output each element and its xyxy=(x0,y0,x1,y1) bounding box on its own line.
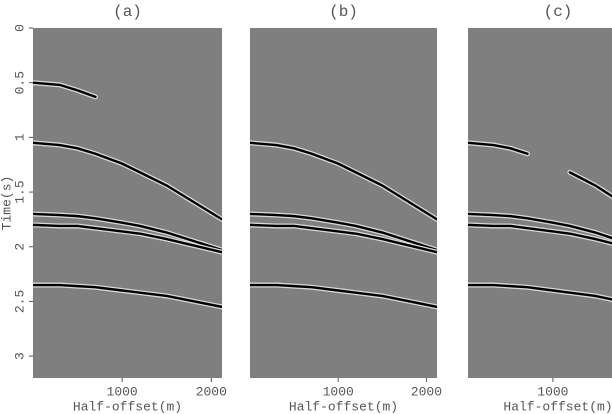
seismic-event xyxy=(468,212,612,240)
seismic-event xyxy=(250,223,437,254)
x-tick-label: 1000 xyxy=(537,384,568,399)
y-tick-label: 1 xyxy=(12,133,27,141)
x-axis-label: Half-offset(m) xyxy=(503,399,612,414)
y-tick-label: 2.5 xyxy=(12,290,27,313)
events xyxy=(33,80,222,310)
y-tick-label: 3 xyxy=(12,352,27,360)
seismic-event xyxy=(33,212,222,252)
seismic-event xyxy=(33,81,97,99)
x-tick-label: 2000 xyxy=(411,384,442,399)
seismic-event xyxy=(468,283,612,301)
y-tick-label: 0 xyxy=(12,24,27,32)
x-tick-label: 2000 xyxy=(196,384,227,399)
y-tick-label: 1.5 xyxy=(12,180,27,203)
seismic-event xyxy=(468,141,612,198)
seismic-event xyxy=(468,223,612,245)
panel-title: (a) xyxy=(113,3,142,21)
y-axis-label: Time(s) xyxy=(0,176,14,231)
seismic-event xyxy=(250,283,437,309)
panel-background xyxy=(468,28,612,378)
panel-title: (c) xyxy=(544,3,573,21)
y-tick-label: 2 xyxy=(12,243,27,251)
panel: (a) Half-offset(m)1000 2000 0 0.5 1 1.5 2 2.5 3 Ti… xyxy=(0,3,227,414)
x-axis-label: Half-offset(m) xyxy=(73,399,182,414)
seismic-event xyxy=(33,223,222,254)
events xyxy=(468,140,612,302)
x-tick-label: 1000 xyxy=(323,384,354,399)
y-tick-label: 0.5 xyxy=(12,71,27,94)
seismic-event xyxy=(250,141,437,221)
events xyxy=(250,140,437,310)
x-axis-label: Half-offset(m) xyxy=(289,399,398,414)
panel: (c) Half-offset(m)1000 xyxy=(468,3,612,414)
seismic-event xyxy=(33,141,222,221)
seismic-event xyxy=(250,212,437,252)
seismic-event xyxy=(33,283,222,309)
panel-title: (b) xyxy=(329,3,358,21)
x-tick-label: 1000 xyxy=(107,384,138,399)
panel: (b) Half-offset(m)1000 2000 xyxy=(250,3,442,414)
